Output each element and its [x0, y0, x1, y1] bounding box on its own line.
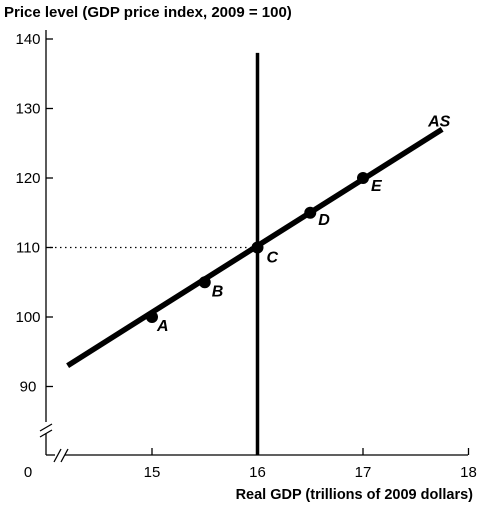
x-axis-break-mark-2 — [60, 448, 69, 463]
x-tick-label: 17 — [355, 464, 372, 481]
y-tick-label: 100 — [15, 309, 40, 326]
y-axis-title: Price level (GDP price index, 2009 = 100… — [4, 4, 292, 21]
point-b — [198, 276, 211, 289]
x-axis-title: Real GDP (trillions of 2009 dollars) — [236, 487, 474, 503]
point-label: C — [267, 250, 279, 267]
point-c — [251, 241, 264, 254]
y-tick-label: 140 — [15, 31, 40, 48]
point-a — [146, 311, 158, 323]
x-tick-label: 16 — [249, 464, 266, 481]
x-axis-break-mark-1 — [53, 448, 62, 463]
x-tick-label: 18 — [460, 464, 477, 481]
point-label: E — [371, 178, 383, 195]
y-tick-label: 120 — [15, 170, 40, 187]
origin-label: 0 — [24, 464, 32, 481]
y-tick-label: 110 — [16, 240, 40, 257]
y-tick-label: 90 — [20, 379, 37, 396]
point-label: D — [318, 212, 330, 229]
point-label: A — [156, 318, 169, 335]
point-e — [357, 172, 369, 184]
point-d — [304, 206, 317, 219]
x-tick-label: 15 — [144, 464, 161, 481]
y-axis-break-mark-1 — [39, 423, 53, 432]
series-label: AS — [427, 113, 451, 130]
point-label: B — [212, 283, 224, 300]
y-tick-label: 130 — [15, 101, 40, 118]
